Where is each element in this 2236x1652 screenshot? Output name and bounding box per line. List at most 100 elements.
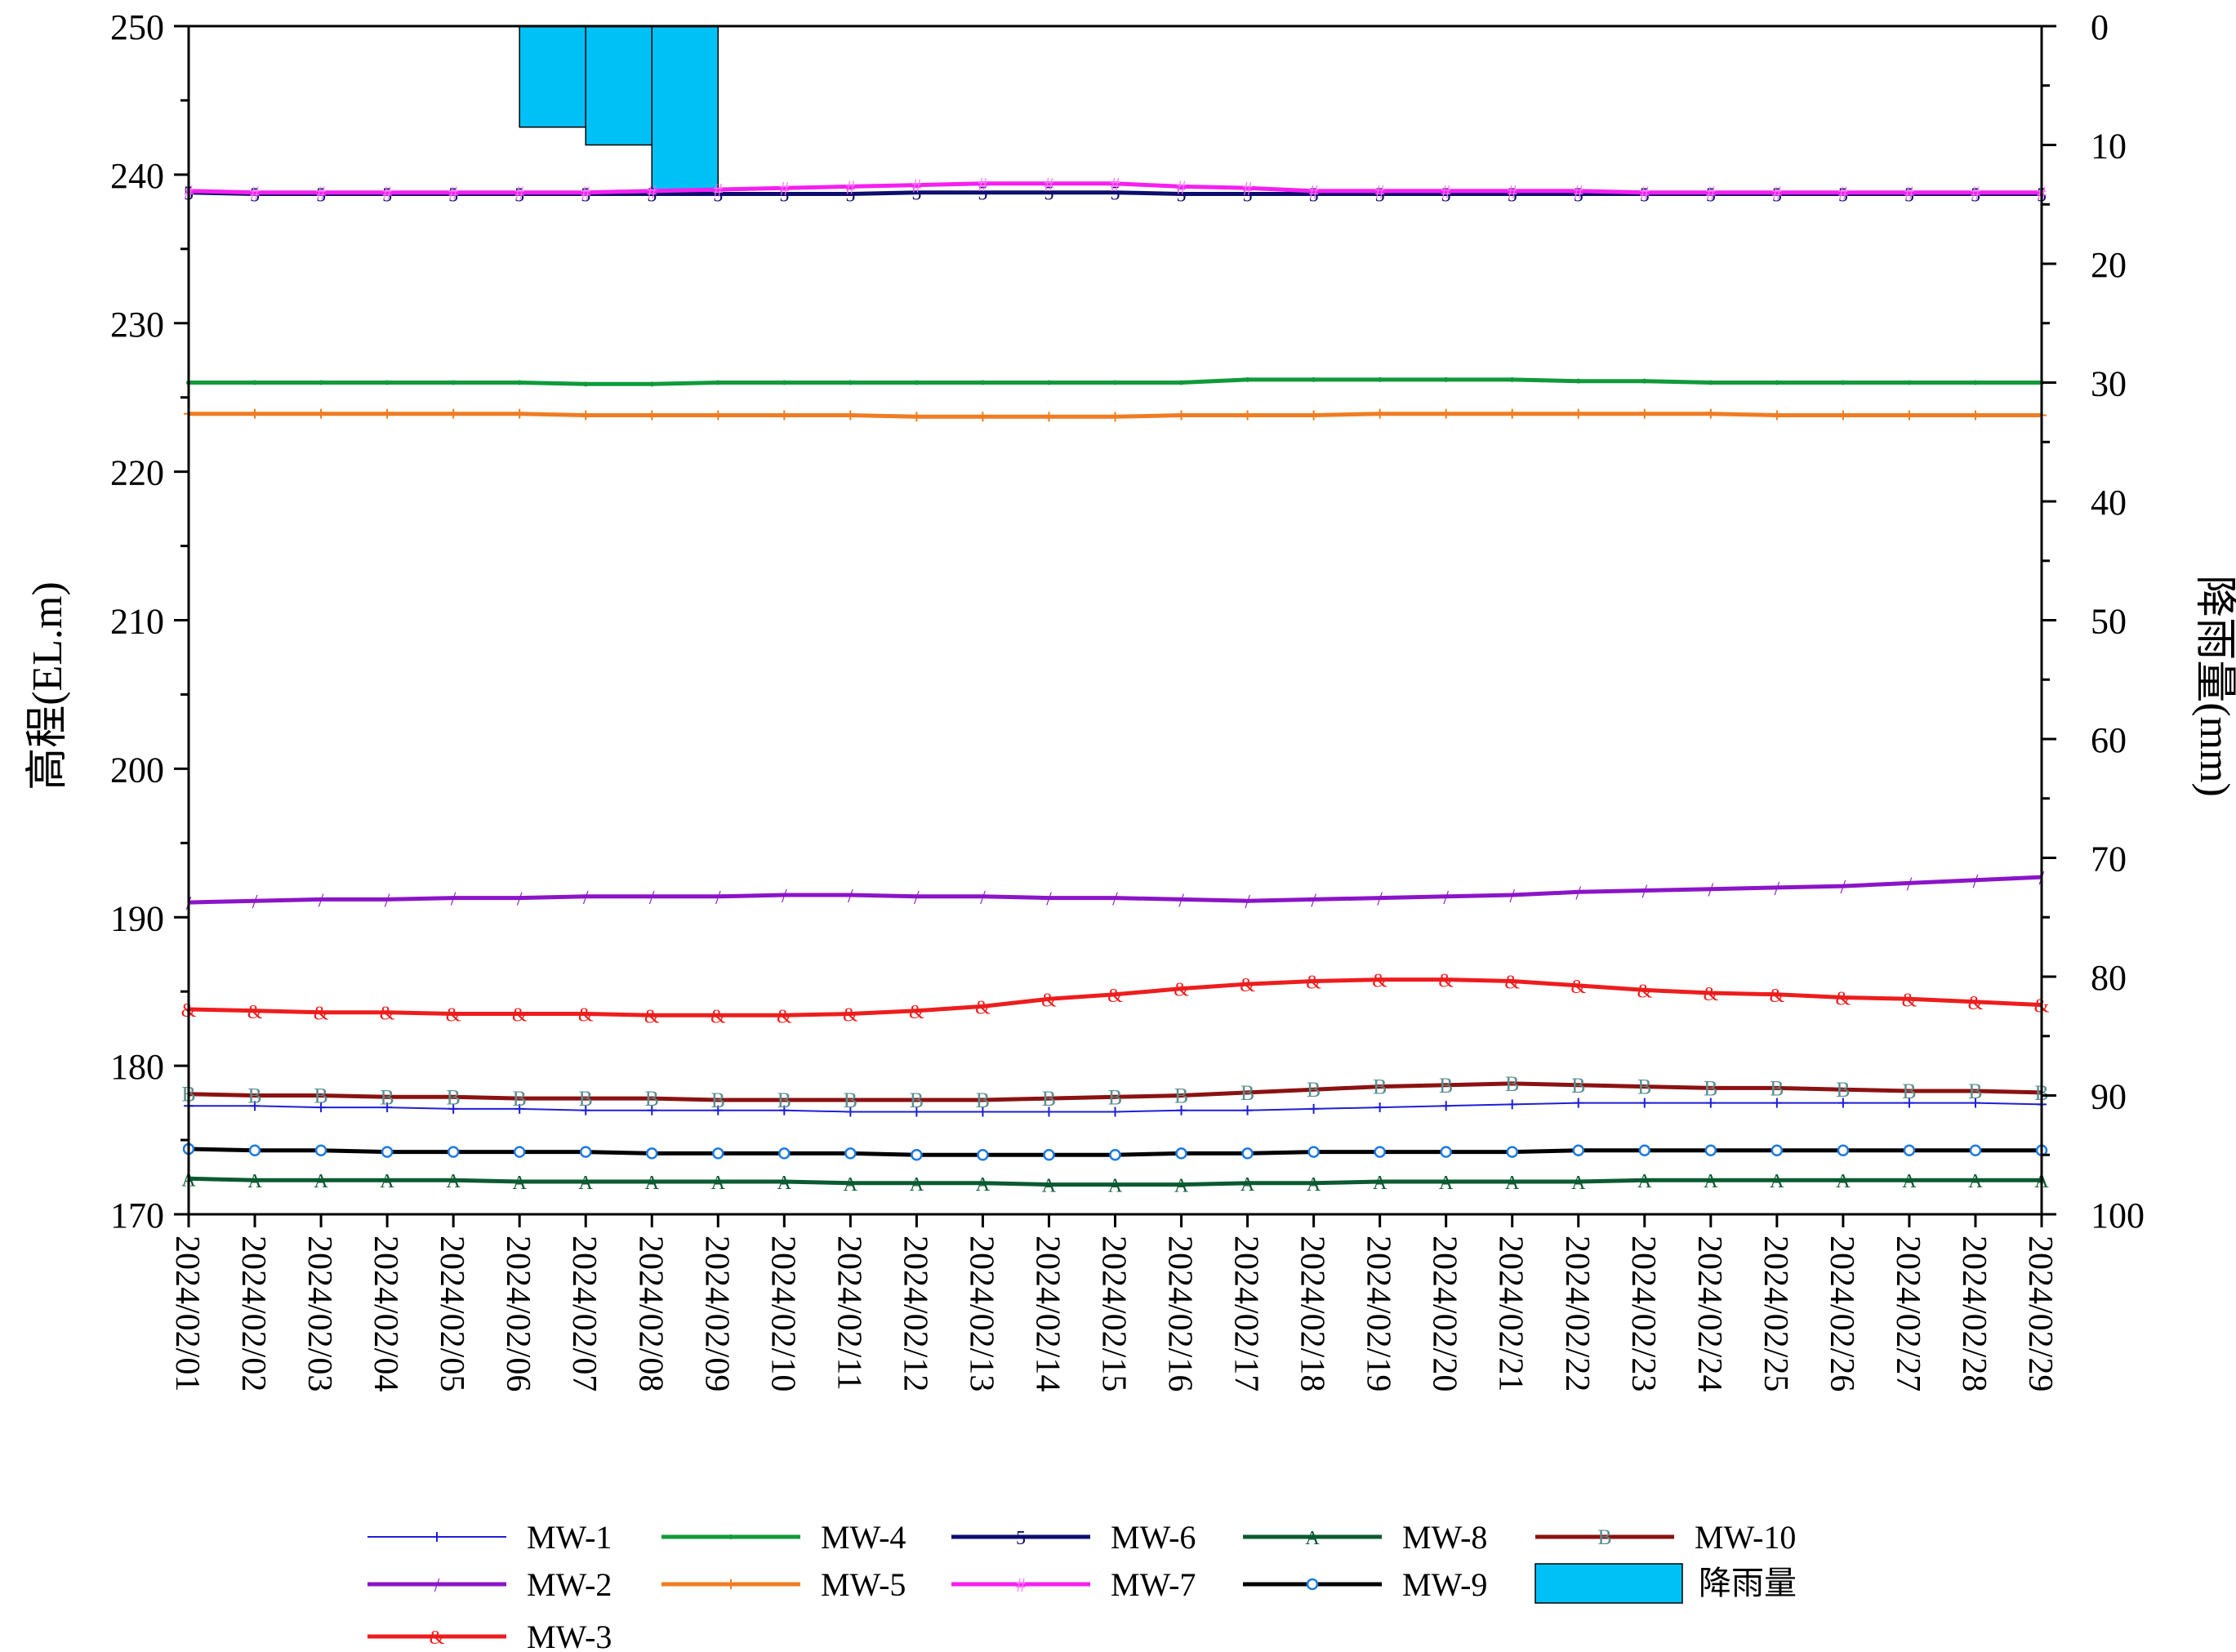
data-point-MW-3-11: & bbox=[909, 1002, 924, 1023]
data-point-MW-2-24: / bbox=[1775, 879, 1780, 900]
data-point-MW-4-14 bbox=[1112, 380, 1118, 385]
data-point-MW-7-17: # bbox=[1309, 182, 1319, 203]
data-point-MW-4-1 bbox=[252, 380, 258, 385]
data-point-MW-2-6: / bbox=[583, 888, 589, 909]
data-point-MW-8-10: A bbox=[844, 1174, 858, 1196]
data-point-MW-8-1: A bbox=[247, 1171, 262, 1192]
legend-label-MW-1: MW-1 bbox=[527, 1519, 612, 1556]
data-point-MW-4-12 bbox=[980, 380, 986, 385]
data-point-MW-6-2: 5 bbox=[316, 185, 326, 207]
data-point-MW-2-26: / bbox=[1907, 874, 1913, 895]
data-point-MW-3-6: & bbox=[578, 1004, 594, 1026]
data-point-MW-9-27 bbox=[1969, 1144, 1982, 1157]
rain-bar-0 bbox=[519, 25, 586, 128]
data-point-MW-9-15 bbox=[1175, 1147, 1187, 1160]
data-point-MW-7-16: # bbox=[1243, 179, 1253, 200]
legend-item-MW-8: A MW-8 bbox=[1243, 1519, 1487, 1556]
legend-label-rain: 降雨量 bbox=[1699, 1565, 1797, 1601]
x-tick-label-11: 2024/02/12 bbox=[896, 1236, 933, 1392]
x-tick-label-10: 2024/02/11 bbox=[830, 1236, 867, 1391]
x-tick-label-17: 2024/02/18 bbox=[1294, 1236, 1331, 1392]
data-point-MW-3-20: & bbox=[1504, 972, 1520, 993]
data-point-MW-9-2 bbox=[314, 1144, 327, 1157]
data-point-MW-4-10 bbox=[848, 380, 853, 385]
data-point-MW-2-8: / bbox=[715, 888, 721, 909]
data-point-MW-9-17 bbox=[1307, 1146, 1320, 1158]
data-point-MW-10-5: B bbox=[513, 1087, 527, 1111]
data-point-MW-3-12: & bbox=[975, 997, 991, 1018]
data-point-MW-10-24: B bbox=[1770, 1076, 1784, 1100]
series-MW-5 bbox=[184, 408, 2047, 422]
data-point-MW-9-16 bbox=[1241, 1147, 1254, 1160]
data-point-MW-3-13: & bbox=[1041, 990, 1057, 1011]
data-point-MW-3-19: & bbox=[1438, 971, 1454, 992]
y-axis-label: 高程(EL.m) bbox=[24, 581, 71, 790]
y2-tick-label-50: 50 bbox=[2091, 602, 2127, 642]
data-point-MW-6-9: 5 bbox=[779, 185, 789, 207]
data-point-MW-9-3 bbox=[381, 1146, 394, 1158]
data-point-MW-9-19 bbox=[1440, 1146, 1452, 1158]
series-MW-8: AAAAAAAAAAAAAAAAAAAAAAAAAAAAA bbox=[181, 1169, 2049, 1196]
y-tick-label-170: 170 bbox=[110, 1196, 164, 1236]
series-MW-7: ############################# bbox=[184, 175, 2047, 205]
data-point-MW-2-12: / bbox=[980, 888, 986, 909]
data-point-MW-7-21: # bbox=[1574, 182, 1583, 203]
axes: 170 180 190 200 210 220 230 240 250 0 10 20 30 40 50 60… bbox=[110, 7, 2145, 1392]
data-point-MW-9-8 bbox=[712, 1147, 724, 1160]
legend-item-MW-4: MW-4 bbox=[661, 1519, 906, 1556]
data-point-MW-3-26: & bbox=[1902, 990, 1918, 1011]
data-point-MW-2-3: / bbox=[385, 890, 390, 911]
y2-axis-label: 降雨量(mm) bbox=[2191, 575, 2236, 797]
data-point-MW-9-1 bbox=[248, 1144, 261, 1157]
data-point-MW-4-19 bbox=[1443, 376, 1449, 382]
data-point-MW-8-legend: A bbox=[1305, 1528, 1320, 1549]
data-point-MW-2-15: / bbox=[1178, 890, 1184, 911]
data-point-MW-7-5: # bbox=[514, 184, 524, 205]
x-tick-label-20: 2024/02/21 bbox=[1492, 1236, 1530, 1392]
x-tick-label-8: 2024/02/09 bbox=[697, 1236, 735, 1392]
legend-label-MW-10: MW-10 bbox=[1695, 1519, 1796, 1556]
data-point-MW-4-16 bbox=[1245, 376, 1250, 382]
data-point-MW-7-4: # bbox=[448, 184, 458, 205]
data-point-MW-3-23: & bbox=[1703, 984, 1718, 1005]
legend-label-MW-5: MW-5 bbox=[821, 1566, 906, 1603]
y2-tick-label-0: 0 bbox=[2091, 7, 2109, 47]
data-point-MW-6-11: 5 bbox=[911, 184, 921, 205]
data-point-MW-2-16: / bbox=[1245, 892, 1250, 913]
x-tick-label-5: 2024/02/06 bbox=[499, 1236, 537, 1392]
data-point-MW-7-9: # bbox=[779, 179, 789, 200]
legend-item-MW-9: MW-9 bbox=[1243, 1566, 1487, 1603]
data-point-MW-7-23: # bbox=[1706, 184, 1716, 205]
data-point-MW-6-23: 5 bbox=[1706, 185, 1716, 207]
data-point-MW-4-21 bbox=[1575, 378, 1581, 384]
data-point-MW-9-22 bbox=[1638, 1144, 1651, 1157]
data-point-MW-2-2: / bbox=[318, 890, 324, 911]
data-point-MW-7-12: # bbox=[978, 175, 987, 196]
data-point-MW-3-18: & bbox=[1372, 971, 1387, 992]
data-point-MW-9-23 bbox=[1704, 1144, 1717, 1157]
y-tick-label-190: 190 bbox=[110, 898, 164, 938]
series-line-MW-8 bbox=[188, 1176, 2042, 1187]
legend-label-MW-9: MW-9 bbox=[1402, 1566, 1487, 1603]
data-point-MW-10-8: B bbox=[711, 1089, 725, 1112]
x-tick-label-22: 2024/02/23 bbox=[1624, 1236, 1662, 1392]
data-point-MW-6-1: 5 bbox=[250, 185, 260, 207]
legend: MW-1 MW-4 5 MW-6 A MW-8 B MW-10 / MW-2 MW-5 # MW-7 MW… bbox=[367, 1519, 1797, 1652]
y-tick-label-210: 210 bbox=[110, 602, 164, 642]
data-point-MW-10-4: B bbox=[446, 1085, 460, 1109]
data-point-MW-4-13 bbox=[1046, 380, 1052, 385]
data-point-MW-2-21: / bbox=[1575, 883, 1581, 904]
series-lines: /////////////////////////////&&&&&&&&&&&… bbox=[181, 175, 2050, 1197]
data-point-MW-4-3 bbox=[385, 380, 390, 385]
data-point-MW-10-14: B bbox=[1108, 1085, 1122, 1109]
y2-tick-label-100: 100 bbox=[2091, 1196, 2145, 1236]
y2-tick-label-60: 60 bbox=[2091, 720, 2127, 760]
series-MW-3: &&&&&&&&&&&&&&&&&&&&&&&&&&&&& bbox=[181, 971, 2050, 1028]
data-point-MW-7-6: # bbox=[581, 184, 590, 205]
data-point-MW-6-4: 5 bbox=[448, 185, 458, 207]
data-point-MW-6-10: 5 bbox=[845, 185, 855, 207]
data-point-MW-9-21 bbox=[1572, 1144, 1584, 1157]
data-point-MW-4-2 bbox=[318, 380, 324, 385]
x-tick-label-6: 2024/02/07 bbox=[565, 1236, 603, 1392]
